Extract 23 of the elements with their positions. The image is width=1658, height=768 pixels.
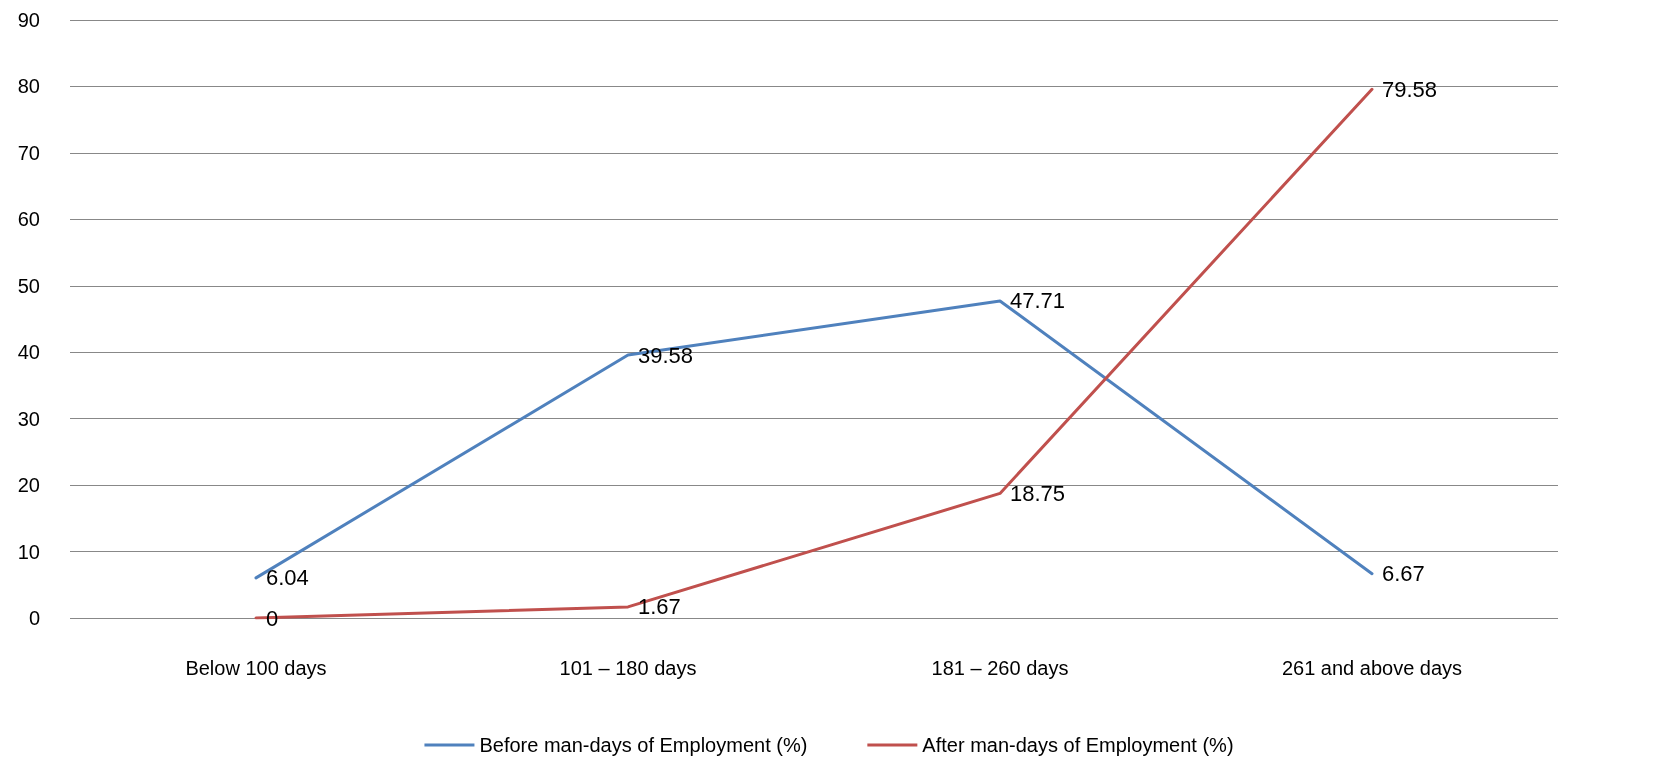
data-label: 47.71 [1010,288,1066,314]
data-label: 79.58 [1382,76,1438,102]
x-tick-label: Below 100 days [185,657,327,679]
y-tick-label: 50 [17,274,40,297]
y-tick-label: 10 [17,540,40,563]
x-tick-label: 181 – 260 days [931,657,1069,679]
x-tick-label: 261 and above days [1281,657,1463,679]
y-tick-label: 70 [17,141,40,164]
y-tick-label: 80 [17,75,40,98]
data-label: 6.67 [1382,561,1425,587]
data-label: 1.67 [638,594,681,620]
y-tick-label: 90 [17,9,40,31]
legend-label: After man-days of Employment (%) [922,734,1234,756]
data-label: 18.75 [1010,480,1066,506]
y-tick-label: 0 [28,607,40,629]
legend-label: Before man-days of Employment (%) [479,734,808,756]
x-tick-label: 101 – 180 days [559,657,697,679]
data-label: 39.58 [638,342,694,368]
y-tick-label: 60 [17,208,40,231]
y-tick-label: 20 [17,474,40,497]
data-label: 6.04 [266,565,309,591]
y-tick-label: 40 [17,341,40,364]
y-tick-label: 30 [17,407,40,430]
